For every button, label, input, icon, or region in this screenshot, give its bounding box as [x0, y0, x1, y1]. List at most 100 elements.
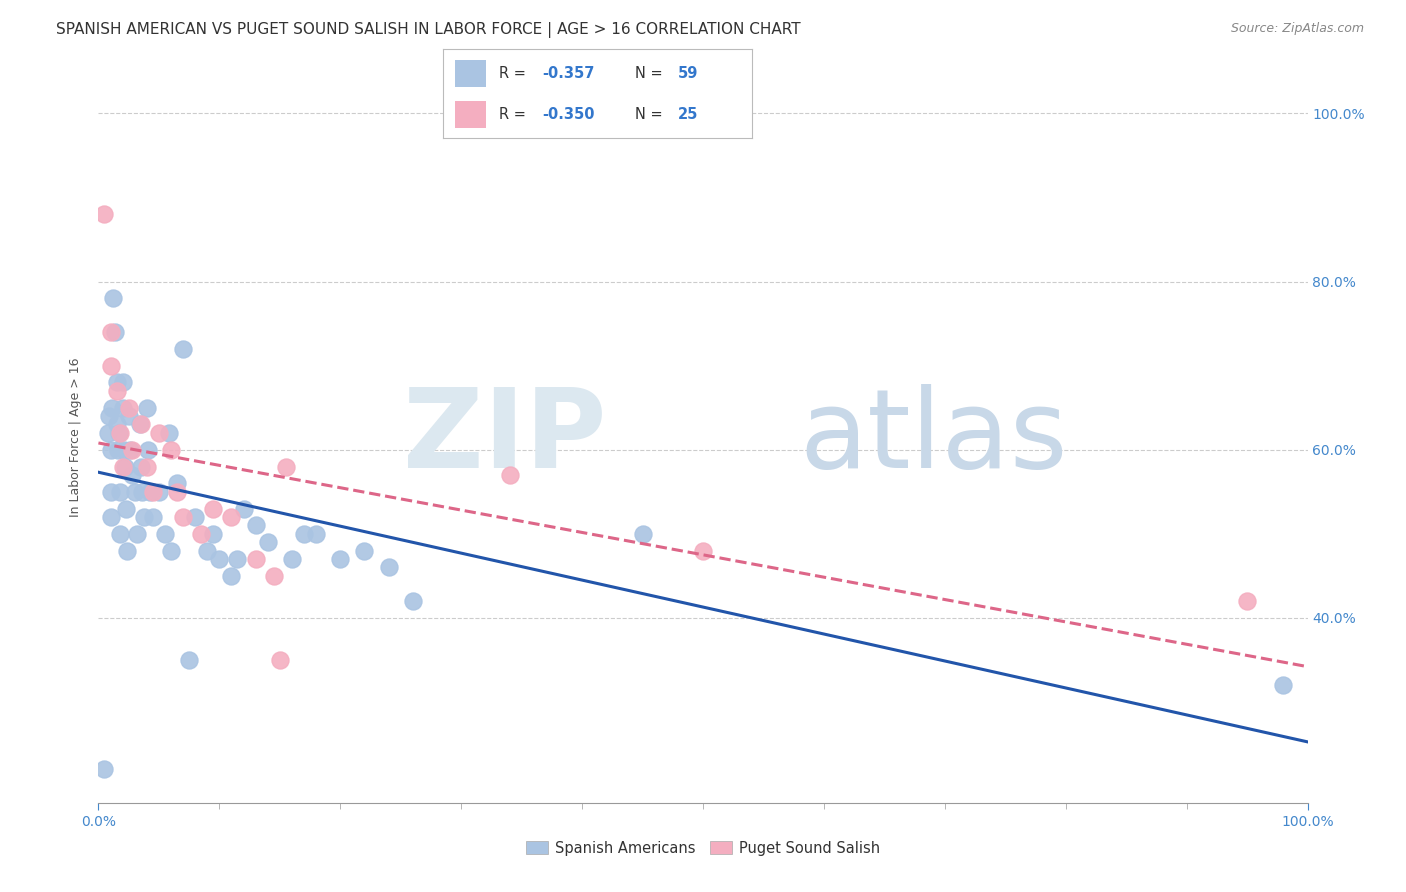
- Text: -0.357: -0.357: [541, 66, 595, 80]
- Point: [142, 510, 165, 524]
- Point: [100, 484, 122, 499]
- Text: -0.350: -0.350: [541, 107, 595, 121]
- Point: [269, 653, 291, 667]
- Point: [111, 459, 134, 474]
- Point: [108, 484, 131, 499]
- Point: [232, 501, 254, 516]
- Point: [105, 417, 128, 432]
- Point: [118, 409, 141, 423]
- Text: N =: N =: [634, 107, 666, 121]
- Point: [631, 526, 654, 541]
- Point: [692, 543, 714, 558]
- Point: [160, 543, 183, 558]
- Point: [136, 442, 159, 457]
- Text: Source: ZipAtlas.com: Source: ZipAtlas.com: [1230, 22, 1364, 36]
- Point: [135, 401, 157, 415]
- Point: [166, 476, 188, 491]
- Text: 25: 25: [678, 107, 699, 121]
- Point: [305, 526, 328, 541]
- Point: [202, 526, 225, 541]
- Point: [190, 526, 212, 541]
- Point: [129, 417, 152, 432]
- Text: 59: 59: [678, 66, 699, 80]
- Point: [195, 543, 218, 558]
- Point: [245, 552, 267, 566]
- Point: [148, 484, 170, 499]
- Point: [115, 501, 138, 516]
- Text: ZIP: ZIP: [404, 384, 606, 491]
- Point: [139, 484, 162, 499]
- Point: [129, 459, 152, 474]
- Point: [221, 510, 243, 524]
- Point: [221, 569, 243, 583]
- Point: [100, 325, 122, 339]
- Point: [100, 359, 122, 373]
- Point: [157, 425, 180, 440]
- Point: [498, 467, 520, 482]
- Point: [172, 510, 194, 524]
- Point: [105, 384, 128, 398]
- Point: [179, 653, 201, 667]
- Point: [111, 401, 134, 415]
- Point: [402, 594, 425, 608]
- Point: [121, 442, 143, 457]
- Point: [329, 552, 352, 566]
- Bar: [456, 60, 486, 87]
- Point: [263, 569, 285, 583]
- Point: [93, 207, 115, 221]
- Point: [108, 425, 131, 440]
- Point: [105, 376, 128, 390]
- Point: [160, 442, 183, 457]
- Point: [108, 425, 131, 440]
- Point: [111, 376, 134, 390]
- Point: [112, 442, 135, 457]
- Point: [131, 484, 153, 499]
- Point: [100, 401, 122, 415]
- Point: [121, 467, 143, 482]
- Point: [100, 510, 122, 524]
- Point: [97, 425, 120, 440]
- Point: [142, 484, 165, 499]
- Point: [93, 762, 115, 776]
- Bar: [456, 101, 486, 128]
- Point: [281, 552, 304, 566]
- Point: [153, 526, 176, 541]
- Point: [108, 526, 131, 541]
- Text: atlas: atlas: [800, 384, 1069, 491]
- Point: [134, 510, 156, 524]
- Point: [226, 552, 249, 566]
- Point: [172, 342, 194, 356]
- Text: N =: N =: [634, 66, 666, 80]
- Point: [377, 560, 399, 574]
- Point: [245, 518, 267, 533]
- Point: [353, 543, 375, 558]
- Point: [127, 526, 149, 541]
- Point: [118, 401, 141, 415]
- Point: [1272, 678, 1295, 692]
- Point: [292, 526, 315, 541]
- Point: [256, 535, 278, 549]
- Point: [114, 459, 136, 474]
- Point: [104, 325, 127, 339]
- Point: [1236, 594, 1258, 608]
- Text: R =: R =: [499, 107, 530, 121]
- Point: [128, 417, 150, 432]
- Point: [107, 442, 129, 457]
- Point: [98, 409, 121, 423]
- Point: [124, 484, 146, 499]
- Y-axis label: In Labor Force | Age > 16: In Labor Force | Age > 16: [69, 358, 83, 516]
- Point: [148, 425, 170, 440]
- Legend: Spanish Americans, Puget Sound Salish: Spanish Americans, Puget Sound Salish: [520, 835, 886, 862]
- Point: [166, 484, 188, 499]
- Point: [184, 510, 207, 524]
- Text: R =: R =: [499, 66, 530, 80]
- Point: [100, 442, 122, 457]
- Point: [274, 459, 297, 474]
- Point: [135, 459, 157, 474]
- Point: [117, 543, 139, 558]
- Point: [101, 291, 124, 305]
- Point: [202, 501, 225, 516]
- Text: SPANISH AMERICAN VS PUGET SOUND SALISH IN LABOR FORCE | AGE > 16 CORRELATION CHA: SPANISH AMERICAN VS PUGET SOUND SALISH I…: [56, 22, 801, 38]
- Point: [208, 552, 231, 566]
- Point: [118, 442, 141, 457]
